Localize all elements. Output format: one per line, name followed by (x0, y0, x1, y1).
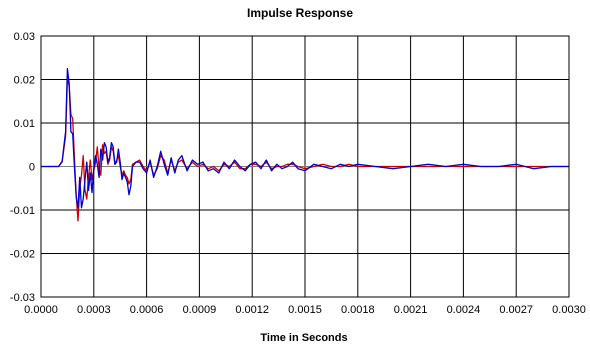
series-group (41, 67, 569, 222)
x-tick-label: 0.0021 (394, 304, 428, 316)
x-tick-label: 0.0009 (183, 304, 217, 316)
x-axis-title: Time in Seconds (260, 332, 347, 344)
x-tick-label: 0.0006 (130, 304, 164, 316)
y-tick-label: -0.03 (10, 292, 35, 304)
series-line-1 (41, 67, 569, 209)
y-tick-label: 0.02 (14, 75, 35, 87)
x-tick-label: 0.0030 (552, 304, 586, 316)
x-tick-label: 0.0015 (288, 304, 322, 316)
y-axis-tick-labels: 0.03 0.02 0.01 0 -0.01 -0.02 -0.03 (10, 31, 35, 304)
x-tick-label: 0.0000 (24, 304, 58, 316)
y-tick-label: 0.03 (14, 31, 35, 43)
chart-title: Impulse Response (247, 6, 353, 20)
x-tick-label: 0.0024 (447, 304, 481, 316)
y-tick-label: -0.02 (10, 249, 35, 261)
x-tick-label: 0.0012 (235, 304, 269, 316)
y-tick-label: -0.01 (10, 205, 35, 217)
x-tick-label: 0.0018 (341, 304, 375, 316)
y-tick-label: 0 (29, 162, 35, 174)
x-tick-label: 0.0003 (77, 304, 111, 316)
x-axis-tick-labels: 0.0000 0.0003 0.0006 0.0009 0.0012 0.0015 0.00… (24, 304, 586, 316)
plot-area-border (40, 35, 570, 298)
x-tick-label: 0.0027 (499, 304, 533, 316)
y-tick-label: 0.01 (14, 118, 35, 130)
